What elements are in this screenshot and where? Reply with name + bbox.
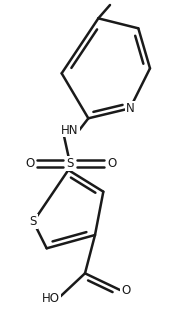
- Text: HN: HN: [61, 123, 79, 136]
- Text: HO: HO: [42, 292, 60, 305]
- Text: O: O: [107, 157, 116, 170]
- Text: O: O: [25, 157, 35, 170]
- Text: S: S: [30, 215, 37, 228]
- Text: S: S: [66, 157, 74, 170]
- Text: O: O: [121, 284, 131, 296]
- Text: N: N: [126, 102, 134, 115]
